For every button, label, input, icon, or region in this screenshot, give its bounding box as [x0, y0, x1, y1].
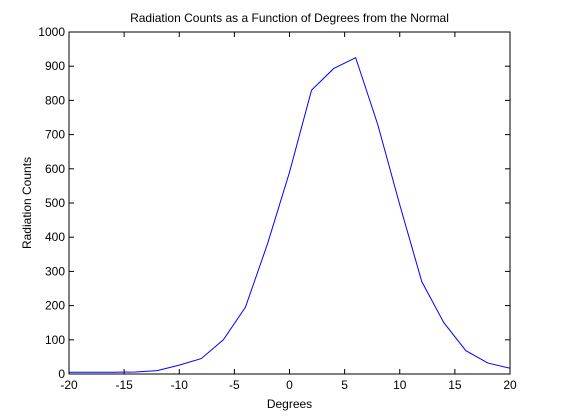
x-tick-label: 0: [286, 378, 293, 392]
plot-frame: [68, 31, 511, 375]
x-tick-label: -5: [229, 378, 240, 392]
y-tick-label: 200: [45, 299, 65, 313]
x-axis-label: Degrees: [267, 397, 312, 411]
x-tick-label: -10: [171, 378, 189, 392]
y-tick-label: 100: [45, 333, 65, 347]
axis-tick-labels: -20 -15 -10 -5 0 5 10 15 20010020030040050060070…: [38, 25, 517, 392]
x-tick-label: -20: [60, 378, 78, 392]
x-tick-label: 10: [393, 378, 407, 392]
y-tick-label: 700: [45, 128, 65, 142]
y-tick-label: 300: [45, 264, 65, 278]
x-tick-label: -15: [115, 378, 133, 392]
series-line: [69, 56, 511, 373]
y-tick-label: 400: [45, 230, 65, 244]
x-tick-label: 5: [341, 378, 348, 392]
x-tick-label: 15: [448, 378, 462, 392]
y-tick-label: 800: [45, 93, 65, 107]
series-group: [69, 56, 511, 373]
y-tick-label: 0: [58, 367, 65, 381]
chart-title: Radiation Counts as a Function of Degree…: [130, 11, 449, 25]
y-tick-label: 600: [45, 162, 65, 176]
y-tick-label: 900: [45, 59, 65, 73]
plot-area: [69, 32, 510, 374]
y-tick-label: 500: [45, 196, 65, 210]
y-axis-label: Radiation Counts: [20, 157, 34, 249]
x-tick-label: 20: [503, 378, 517, 392]
y-tick-label: 1000: [38, 25, 65, 39]
